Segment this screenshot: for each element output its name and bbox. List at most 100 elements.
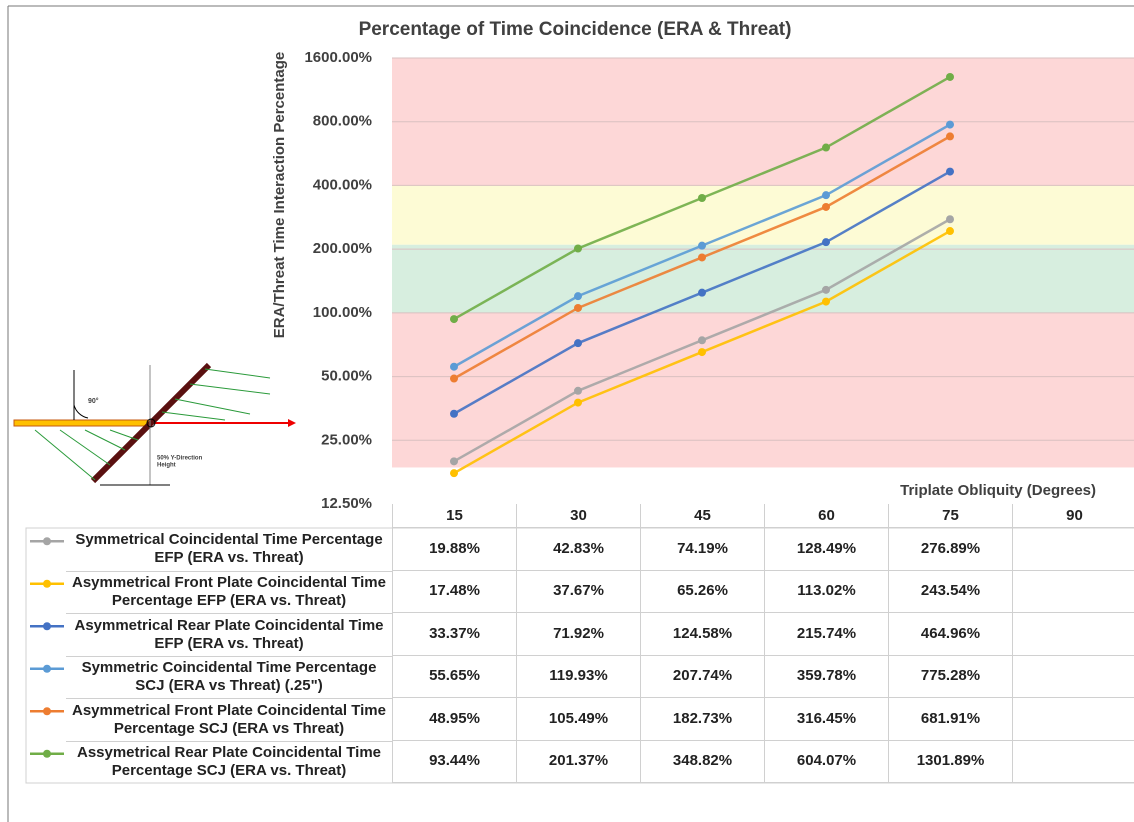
point <box>698 288 706 297</box>
pivot <box>146 418 156 428</box>
table-cell: 65.26% <box>640 570 764 613</box>
plot-area <box>392 57 1134 468</box>
band <box>392 312 1134 468</box>
point <box>698 241 706 250</box>
height-label: Height <box>157 463 176 469</box>
y-tick-label: 12.50% <box>321 495 372 512</box>
table-cell: 316.45% <box>764 698 888 741</box>
y-tick-label: 200.00% <box>313 240 372 257</box>
band <box>392 185 1134 245</box>
point <box>946 167 954 176</box>
y-tick-label: 800.00% <box>313 113 372 130</box>
legend-entry: Asymmetrical Rear Plate Coincidental Tim… <box>66 613 392 656</box>
point <box>574 303 582 312</box>
table-cell: 17.48% <box>392 570 516 613</box>
legend-entry: Assymetrical Rear Plate Coincidental Tim… <box>66 740 392 784</box>
legend-swatch <box>43 537 51 546</box>
table-cell: 93.44% <box>392 740 516 783</box>
chart-title: Percentage of Time Coincidence (ERA & Th… <box>359 19 792 40</box>
point <box>574 339 582 348</box>
x-tick-label: 90 <box>1012 504 1134 528</box>
legend-entry: Symmetric Coincidental Time Percentage S… <box>66 655 392 699</box>
point <box>450 469 458 478</box>
table-cell <box>1012 740 1134 783</box>
table-cell: 113.02% <box>764 570 888 613</box>
y-tick-label: 50.00% <box>321 368 372 385</box>
table-cell: 74.19% <box>640 528 764 571</box>
table-cell <box>1012 528 1134 571</box>
table-cell: 105.49% <box>516 698 640 741</box>
arrow-head <box>288 419 296 427</box>
plate <box>13 419 151 427</box>
table-cell: 681.91% <box>888 698 1012 741</box>
point <box>698 348 706 357</box>
point <box>822 297 830 306</box>
table-cell: 276.89% <box>888 528 1012 571</box>
table-cell: 182.73% <box>640 698 764 741</box>
hatching <box>34 368 271 481</box>
table-cell: 55.65% <box>392 655 516 698</box>
point <box>822 143 830 152</box>
point <box>450 457 458 466</box>
point <box>822 202 830 211</box>
x-tick-label: 30 <box>516 504 640 528</box>
point <box>946 215 954 224</box>
table-cell: 19.88% <box>392 528 516 571</box>
x-tick-label: 75 <box>888 504 1012 528</box>
point <box>450 409 458 418</box>
table-cell: 604.07% <box>764 740 888 783</box>
legend-swatch <box>43 749 51 758</box>
triplate <box>90 362 212 484</box>
table-cell: 128.49% <box>764 528 888 571</box>
legend-entry: Asymmetrical Front Plate Coincidental Ti… <box>66 570 392 614</box>
table-frame <box>25 527 1134 784</box>
point <box>450 315 458 324</box>
angle-arc <box>73 404 89 419</box>
table-cell: 207.74% <box>640 655 764 698</box>
point <box>450 374 458 383</box>
y-tick-label: 100.00% <box>313 304 372 321</box>
table-cell: 37.67% <box>516 570 640 613</box>
table-cell: 201.37% <box>516 740 640 783</box>
table-cell: 775.28% <box>888 655 1012 698</box>
legend-swatch <box>43 707 51 716</box>
legend-entry: Symmetrical Coincidental Time Percentage… <box>75 531 383 567</box>
table-cell <box>1012 655 1134 698</box>
point <box>822 285 830 294</box>
point <box>698 194 706 203</box>
point <box>574 398 582 407</box>
legend-swatch <box>43 622 51 631</box>
y-tick-label: 25.00% <box>321 431 372 448</box>
table-cell: 348.82% <box>640 740 764 783</box>
point <box>822 238 830 247</box>
legend-entry: Asymmetrical Front Plate Coincidental Ti… <box>66 698 392 741</box>
point <box>946 120 954 129</box>
table-cell: 243.54% <box>888 570 1012 613</box>
table-cell: 42.83% <box>516 528 640 571</box>
y-tick-label: 400.00% <box>313 176 372 193</box>
point <box>698 253 706 262</box>
table-cell: 1301.89% <box>888 740 1012 783</box>
table-cell: 124.58% <box>640 613 764 656</box>
legend-swatch <box>43 664 51 673</box>
table-cell: 71.92% <box>516 613 640 656</box>
table-cell <box>1012 698 1134 741</box>
point <box>574 244 582 253</box>
table-cell: 215.74% <box>764 613 888 656</box>
point <box>946 227 954 236</box>
legend-swatch <box>43 579 51 588</box>
table-cell: 48.95% <box>392 698 516 741</box>
point <box>574 386 582 395</box>
x-tick-label: 15 <box>392 504 516 528</box>
x-tick-label: 45 <box>640 504 764 528</box>
point <box>698 336 706 345</box>
point <box>574 292 582 301</box>
point <box>946 72 954 81</box>
table-cell <box>1012 570 1134 613</box>
x-tick-label: 60 <box>764 504 888 528</box>
table-cell: 119.93% <box>516 655 640 698</box>
angle-label: 90° <box>88 397 99 405</box>
y-tick-label: 1600.00% <box>304 49 372 66</box>
